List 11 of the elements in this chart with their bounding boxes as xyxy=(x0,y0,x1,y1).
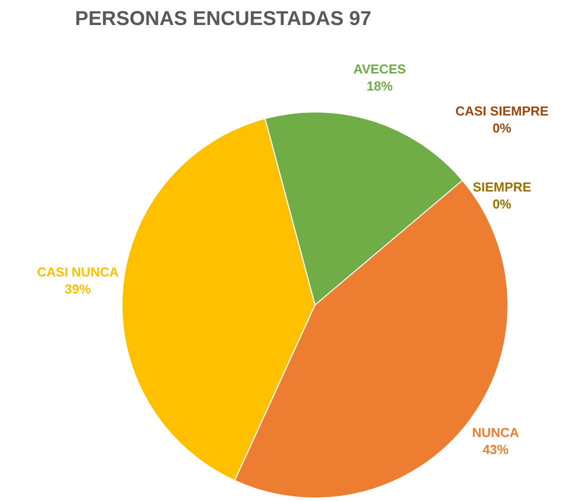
data-label: 39% xyxy=(64,282,92,297)
category-label: CASI SIEMPRE xyxy=(455,104,549,119)
data-label: 18% xyxy=(366,78,394,94)
text: 0% xyxy=(492,120,512,136)
slice-label: AVECES xyxy=(353,62,406,77)
chart-title: PERSONAS ENCUESTADAS 97 xyxy=(75,8,372,31)
slice-label: NUNCA xyxy=(472,424,520,440)
category-label: SIEMPRE xyxy=(472,180,532,195)
text: 0% xyxy=(492,196,512,212)
data-label: 43% xyxy=(482,442,510,457)
slice-label: CASI NUNCA xyxy=(37,264,120,280)
